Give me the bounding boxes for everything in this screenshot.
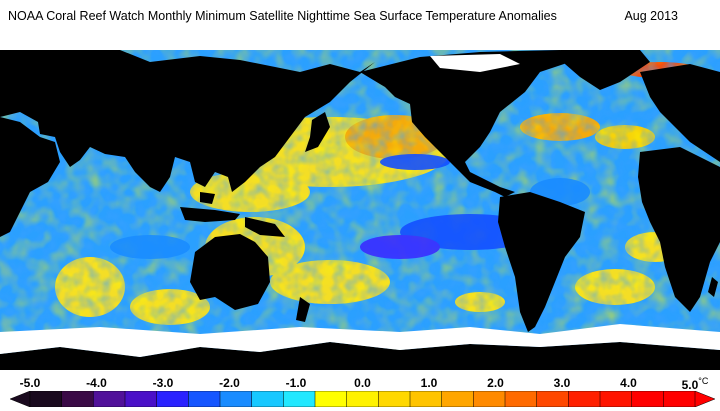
colorbar-swatch xyxy=(156,391,189,407)
colorbar-swatch xyxy=(568,391,601,407)
colorbar-tick-label: -4.0 xyxy=(86,376,107,390)
colorbar-tick-label: -1.0 xyxy=(285,376,307,390)
unit-label: °C xyxy=(698,376,709,386)
colorbar-swatch xyxy=(124,391,158,407)
colorbar-swatch xyxy=(93,391,126,407)
land-masses xyxy=(0,50,720,370)
colorbar-tick-label: 3.0 xyxy=(553,376,571,390)
colorbar-swatch xyxy=(219,391,253,407)
colorbar-max-arrow xyxy=(694,391,715,407)
colorbar-tick-label: -3.0 xyxy=(152,376,174,390)
colorbar-swatch xyxy=(346,391,379,407)
title-text: NOAA Coral Reef Watch Monthly Minimum Sa… xyxy=(8,9,557,23)
colorbar-tick-label: 2.0 xyxy=(487,376,504,390)
colorbar-swatch xyxy=(536,391,569,407)
colorbar xyxy=(10,391,715,407)
colorbar-swatch xyxy=(29,391,63,407)
colorbar-tick-label: 4.0 xyxy=(620,376,637,390)
colorbar-swatch xyxy=(251,391,284,407)
colorbar-swatch xyxy=(409,391,443,407)
colorbar-swatch xyxy=(599,391,633,407)
colorbar-swatch xyxy=(441,391,474,407)
colorbar-tick-label: 0.0 xyxy=(354,376,371,390)
colorbar-swatch xyxy=(504,391,538,407)
colorbar-swatch xyxy=(314,391,348,407)
colorbar-swatch xyxy=(283,391,316,407)
colorbar-min-arrow xyxy=(10,391,31,407)
date-label: Aug 2013 xyxy=(624,9,678,23)
colorbar-labels: -5.0 -4.0 -3.0 -2.0 -1.0 0.0 1.0 2.0 3.0 4.0 5.0°C xyxy=(0,376,720,392)
sst-anomaly-map xyxy=(0,42,720,370)
colorbar-swatch xyxy=(663,391,696,407)
colorbar-swatch xyxy=(378,391,411,407)
colorbar-tick-label: 1.0 xyxy=(420,376,438,390)
colorbar-tick-label: -2.0 xyxy=(219,376,240,390)
colorbar-swatch xyxy=(473,391,506,407)
colorbar-swatch xyxy=(631,391,664,407)
colorbar-swatch xyxy=(61,391,94,407)
colorbar-tick-label: -5.0 xyxy=(19,376,41,390)
colorbar-swatch xyxy=(188,391,221,407)
sea-ice-areas xyxy=(0,42,720,357)
colorbar-tick-label: 5.0°C xyxy=(681,376,709,392)
